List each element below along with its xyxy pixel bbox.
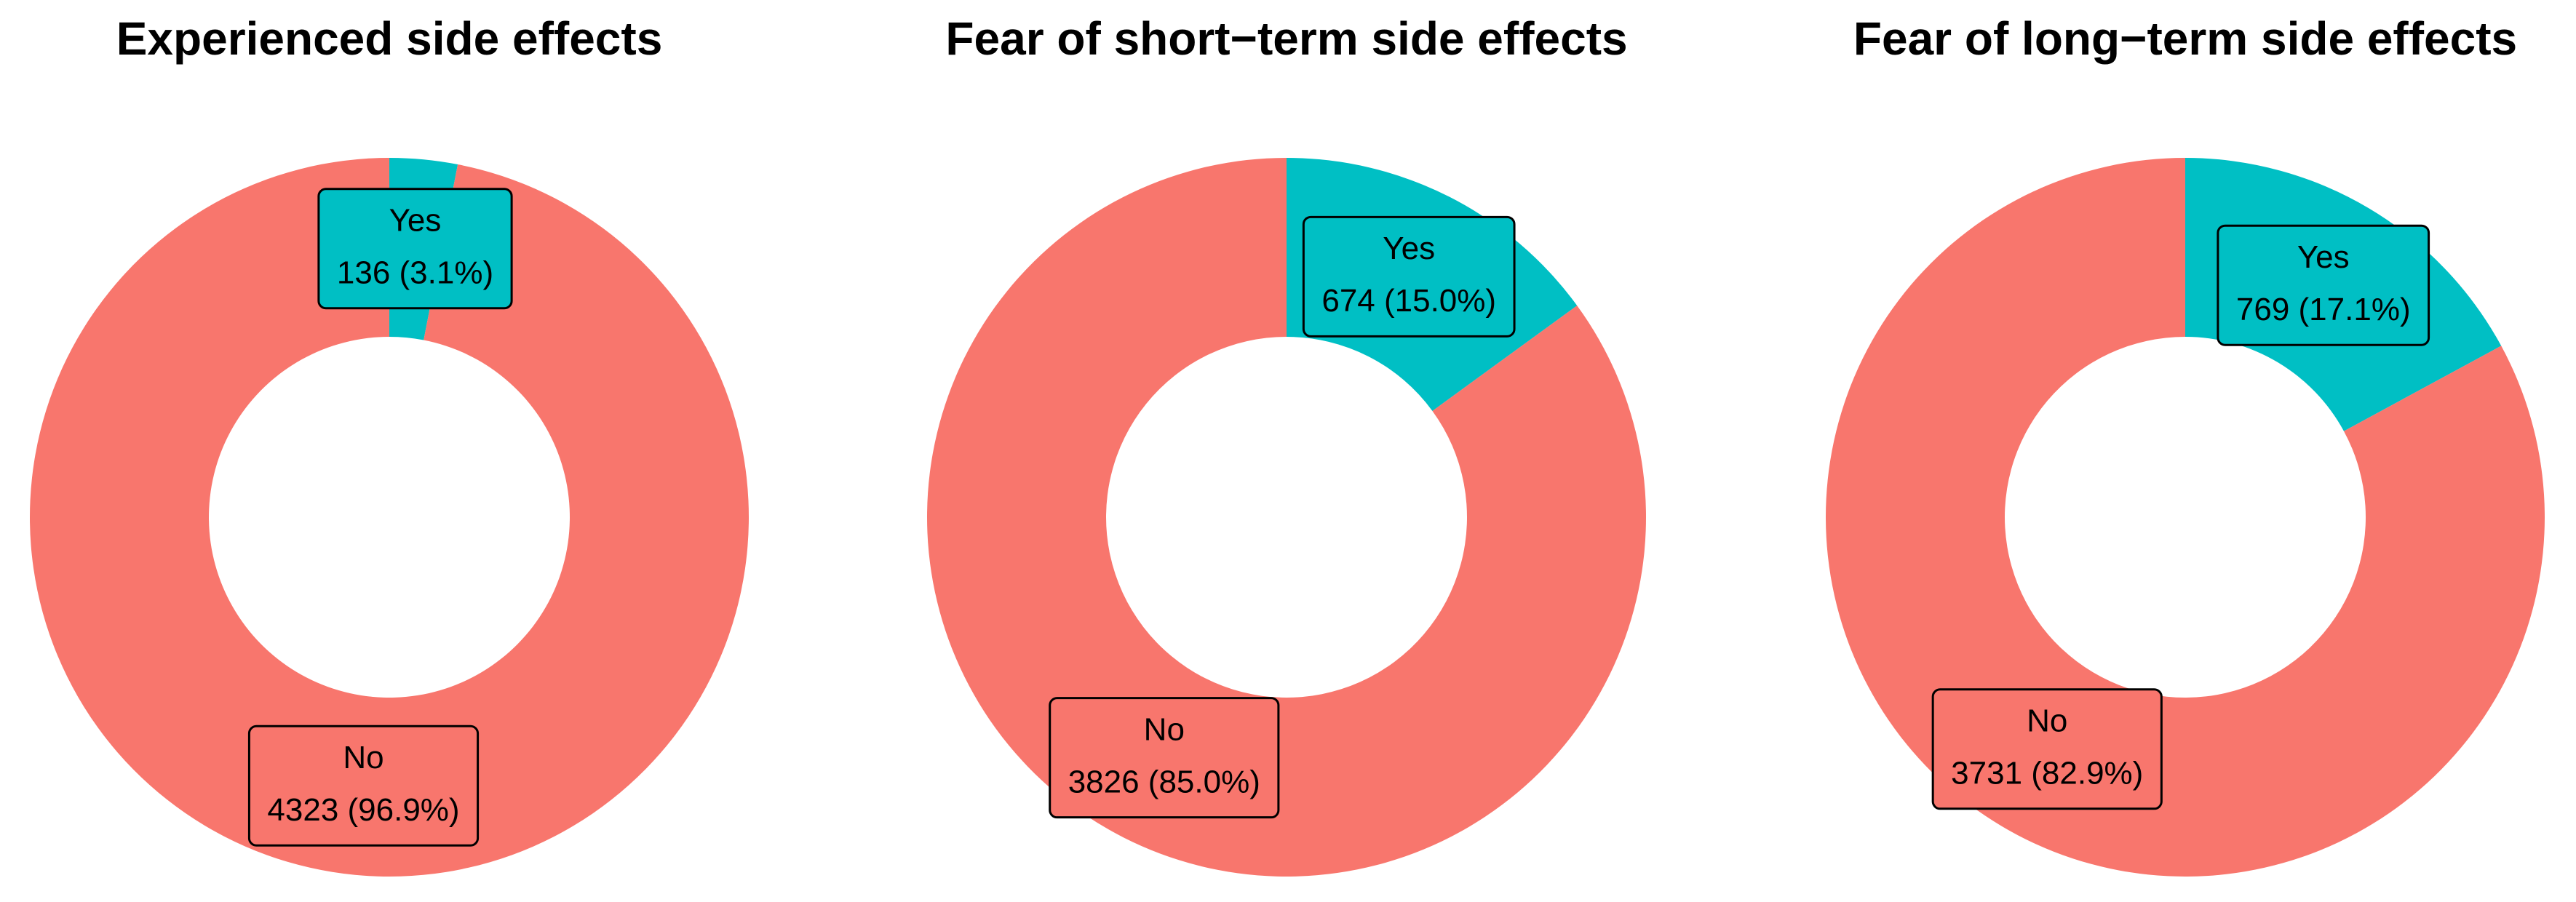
value-label: 674 (15.0%) [1321, 283, 1496, 319]
label-box [1931, 688, 2163, 810]
value-label: 4323 (96.9%) [267, 792, 459, 828]
value-label: 3731 (82.9%) [1951, 755, 2143, 791]
slice-label: Yes 136 (3.1%) [317, 188, 513, 310]
category-label: No [1144, 711, 1185, 747]
donut-slice [926, 158, 1646, 877]
donut-slice [29, 158, 749, 877]
label-box [1302, 215, 1516, 338]
chart-title: Fear of short−term side effects [945, 12, 1627, 65]
label-box [1049, 697, 1280, 819]
slice-label: No 3826 (85.0%) [1049, 697, 1280, 819]
value-label: 136 (3.1%) [337, 255, 493, 290]
category-label: No [2027, 703, 2067, 738]
slice-label: Yes 769 (17.1%) [2217, 224, 2430, 346]
chart-title: Fear of long−term side effects [1853, 12, 2517, 65]
value-label: 3826 (85.0%) [1068, 764, 1260, 799]
category-label: No [343, 740, 383, 775]
slice-label: No 3731 (82.9%) [1931, 688, 2163, 810]
label-box [317, 188, 513, 310]
value-label: 769 (17.1%) [2236, 292, 2411, 327]
chart-title: Experienced side effects [116, 12, 663, 65]
slice-label: Yes 674 (15.0%) [1302, 215, 1516, 338]
label-box [2217, 224, 2430, 346]
slice-label: No 4323 (96.9%) [247, 725, 480, 847]
category-label: Yes [389, 202, 442, 238]
category-label: Yes [1383, 231, 1435, 266]
category-label: Yes [2297, 239, 2350, 275]
label-box [247, 725, 480, 847]
